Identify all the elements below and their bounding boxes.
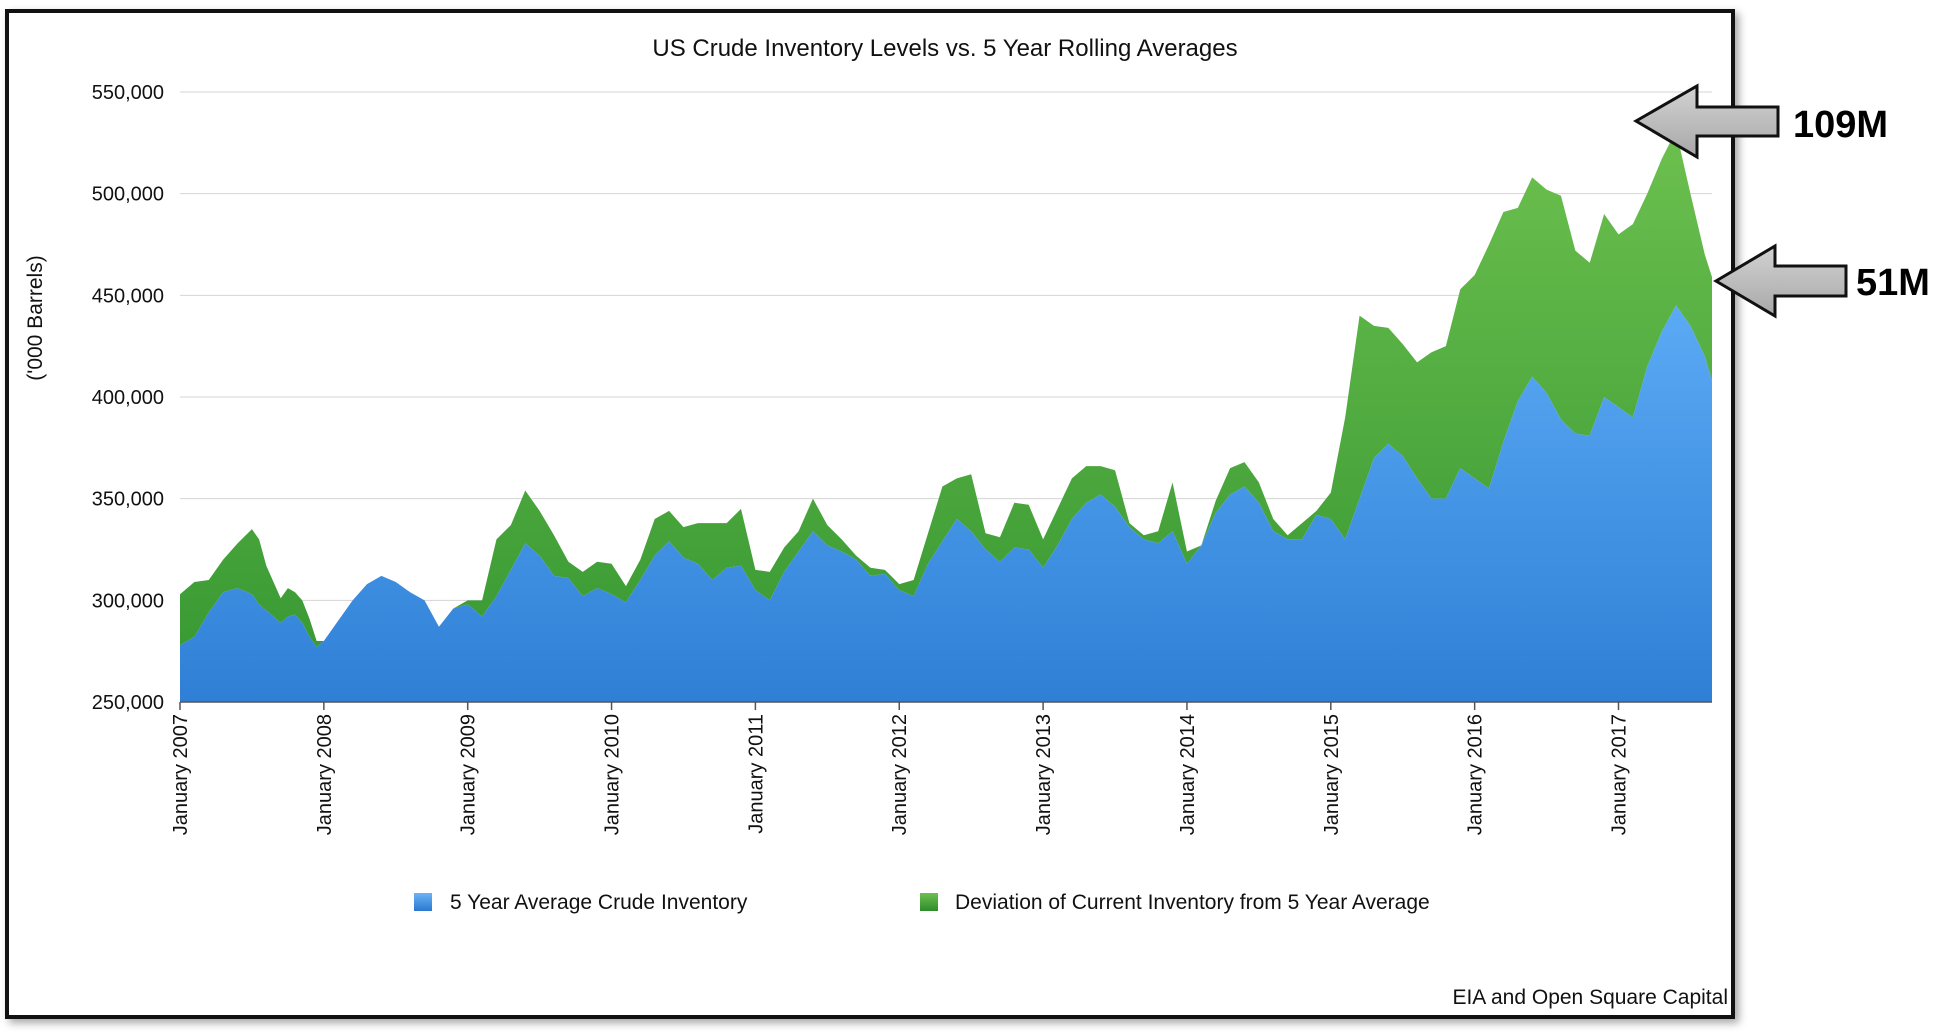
y-tick-label: 250,000 [92,692,164,714]
y-tick-label: 450,000 [92,285,164,307]
legend-swatch-average [414,893,432,911]
x-tick-label: January 2011 [745,714,767,834]
x-tick-label: January 2009 [458,714,480,835]
y-tick-label: 350,000 [92,489,164,511]
series-average-area [180,305,1712,702]
chart-title: US Crude Inventory Levels vs. 5 Year Rol… [652,35,1237,62]
x-tick-label: January 2014 [1177,714,1199,835]
left-arrow-icon [1633,83,1780,160]
source-note: EIA and Open Square Capital [1452,986,1728,1009]
legend: 5 Year Average Crude Inventory Deviation… [414,891,1430,914]
x-axis-ticks: January 2007 January 2008 January 2009 Janu… [170,702,1630,835]
y-axis-ticks: 250,000 300,000 350,000 400,000 450,000 500,0… [92,82,164,714]
callout-51m: 51M [1713,243,1930,319]
series-deviation-area [180,130,1712,648]
x-tick-label: January 2017 [1608,714,1630,835]
legend-label-average: 5 Year Average Crude Inventory [450,891,748,914]
plot-areas [180,130,1712,702]
x-tick-label: January 2010 [602,714,624,835]
callout-label-51m: 51M [1856,262,1930,304]
legend-swatch-deviation [920,893,938,911]
y-tick-label: 550,000 [92,82,164,104]
left-arrow-icon [1713,243,1848,319]
callout-109m: 109M [1633,83,1888,160]
y-tick-label: 400,000 [92,387,164,409]
x-tick-label: January 2015 [1321,714,1343,835]
x-tick-label: January 2007 [170,714,192,835]
y-tick-label: 300,000 [92,590,164,612]
x-tick-label: January 2008 [314,714,336,835]
legend-label-deviation: Deviation of Current Inventory from 5 Ye… [955,891,1430,914]
callout-label-109m: 109M [1793,104,1888,146]
y-tick-label: 500,000 [92,184,164,206]
y-axis-label: ('000 Barrels) [24,255,47,380]
x-tick-label: January 2016 [1465,714,1487,835]
x-tick-label: January 2012 [889,714,911,835]
x-tick-label: January 2013 [1033,714,1055,835]
